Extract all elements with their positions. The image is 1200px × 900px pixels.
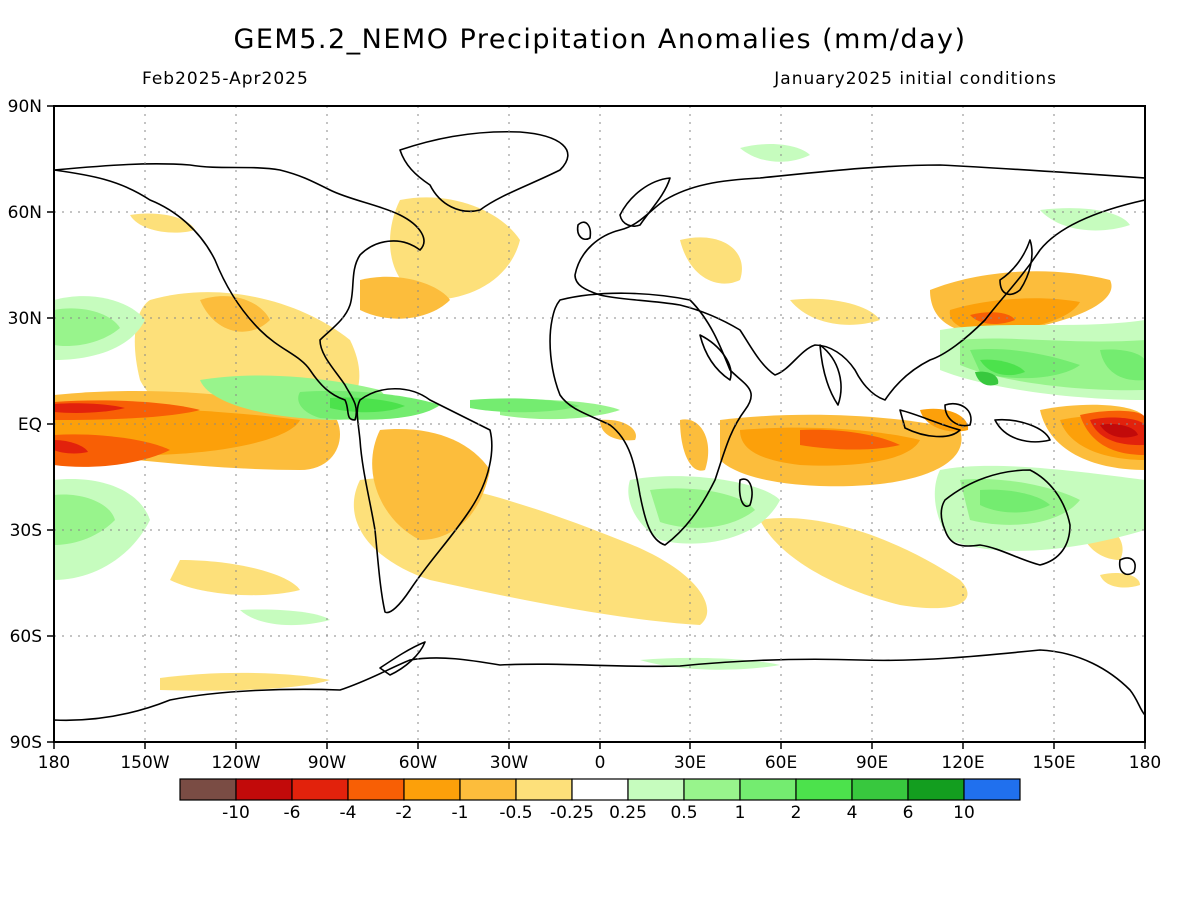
legend-label: -0.25 [550,803,594,823]
latitude-labels: 90N 60N 30N EQ 30S 60S 90S [8,97,42,753]
legend-color-box [571,778,629,801]
lon-label: 150E [1032,753,1075,773]
lat-label: 90N [8,97,42,117]
legend-color-box [459,778,517,801]
dry-light-regions [130,197,1140,691]
lon-label: 30W [490,753,529,773]
legend-label: 0.5 [670,803,697,823]
lon-label: 60E [765,753,797,773]
legend-label: 2 [791,803,802,823]
legend-color-box [683,778,741,801]
longitude-labels: 180 150W 120W 90W 60W 30W 0 30E 60E 90E … [38,753,1161,773]
lat-label: 60S [10,627,42,647]
legend-label: -2 [396,803,413,823]
lon-label: 180 [38,753,70,773]
legend-color-box [347,778,405,801]
legend-label: 1 [735,803,746,823]
lat-label: EQ [18,415,42,435]
lon-label: 120E [941,753,984,773]
legend-label: -10 [222,803,250,823]
lat-label: 60N [8,203,42,223]
graticule [54,106,1145,742]
legend-color-box [179,778,237,801]
legend-color-box [291,778,349,801]
legend-color-box [963,778,1021,801]
legend-color-box [739,778,797,801]
legend-label: 6 [903,803,914,823]
lon-label: 150W [120,753,169,773]
legend-color-box [403,778,461,801]
lon-label: 30E [674,753,706,773]
wet-very-strong-regions [330,359,1025,413]
legend-color-box [795,778,853,801]
legend-label: 4 [847,803,858,823]
legend-label: -6 [284,803,301,823]
lon-label: 60W [399,753,438,773]
legend-labels: -10 -6 -4 -2 -1 -0.5 -0.25 0.25 0.5 1 2 4 6 10 [222,803,975,823]
legend-label: -0.5 [499,803,532,823]
legend-color-box [627,778,685,801]
initial-conditions: January2025 initial conditions [774,69,1057,89]
coastlines [54,130,1145,742]
lat-label: 30N [8,309,42,329]
lon-label: 90W [308,753,347,773]
wet-extreme-regions [975,371,999,386]
legend-label: -1 [452,803,469,823]
lat-label: 30S [10,521,42,541]
lon-label: 90E [856,753,888,773]
legend-color-box [907,778,965,801]
legend-label: -4 [340,803,357,823]
axis-ticks [47,105,1146,749]
legend-color-box [235,778,293,801]
lon-label: 0 [595,753,606,773]
dry-severe-regions [1100,424,1138,438]
legend-color-box [851,778,909,801]
lon-label: 180 [1129,753,1161,773]
legend-colorbar [179,778,1021,801]
legend-color-box [515,778,573,801]
forecast-period: Feb2025-Apr2025 [142,69,309,89]
lon-label: 120W [211,753,260,773]
legend-label: 0.25 [609,803,647,823]
lat-label: 90S [10,733,42,753]
legend-label: 10 [953,803,975,823]
chart-title: GEM5.2_NEMO Precipitation Anomalies (mm/… [233,24,967,55]
